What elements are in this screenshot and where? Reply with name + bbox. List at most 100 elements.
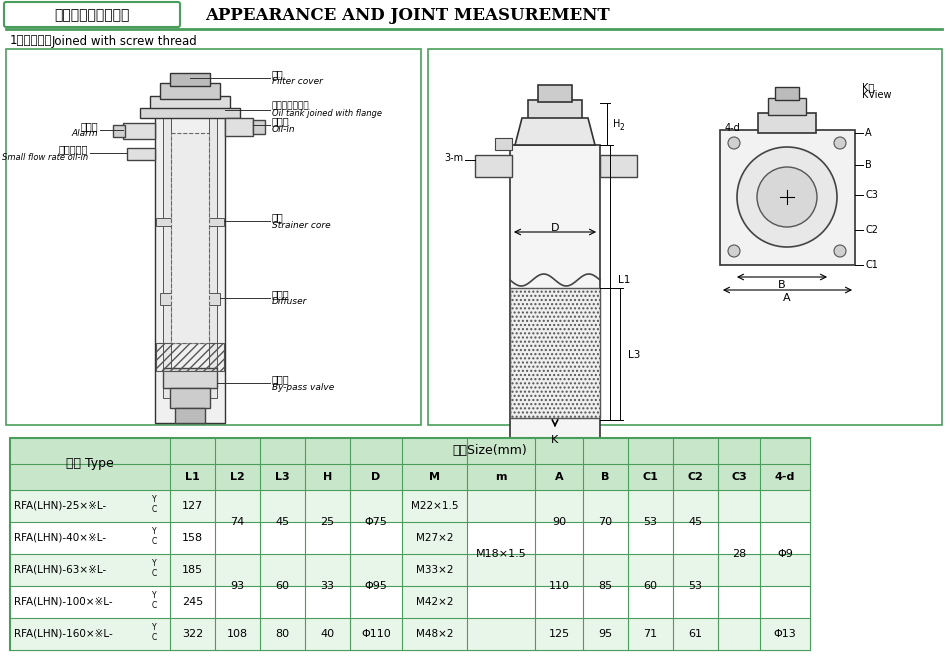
Bar	[402, 586, 467, 618]
Text: 61: 61	[689, 629, 702, 639]
Bar	[253, 120, 265, 134]
Text: Φ13: Φ13	[773, 629, 796, 639]
Text: 85: 85	[598, 581, 613, 591]
Text: 滤芯: 滤芯	[272, 212, 284, 222]
Text: Oil-in: Oil-in	[272, 124, 295, 134]
Bar	[775, 87, 799, 100]
Text: M18×1.5: M18×1.5	[476, 549, 526, 559]
Text: 158: 158	[182, 533, 203, 543]
Bar	[175, 408, 205, 423]
Bar	[160, 83, 220, 99]
Bar	[113, 125, 125, 137]
Text: 45: 45	[276, 517, 290, 527]
Text: 125: 125	[548, 629, 570, 639]
Text: Filter cover: Filter cover	[272, 77, 323, 87]
Text: RFA(LHN)-40×※L-: RFA(LHN)-40×※L-	[14, 533, 106, 543]
Text: C: C	[152, 569, 158, 579]
Text: 进油口: 进油口	[272, 116, 290, 126]
Circle shape	[834, 245, 846, 257]
Text: C: C	[152, 506, 158, 514]
Bar	[495, 138, 512, 150]
Bar	[402, 554, 467, 586]
Text: C: C	[152, 634, 158, 643]
Bar	[225, 118, 253, 136]
Bar	[127, 148, 155, 160]
Text: 3-m: 3-m	[444, 153, 463, 163]
Text: RFA(LHN)-100×※L-: RFA(LHN)-100×※L-	[14, 597, 113, 607]
Bar	[163, 368, 217, 388]
Text: C3: C3	[732, 472, 747, 482]
Text: M: M	[429, 472, 440, 482]
Text: C2: C2	[688, 472, 703, 482]
Text: M27×2: M27×2	[416, 533, 453, 543]
Text: B: B	[778, 280, 786, 290]
Text: K向: K向	[862, 82, 874, 92]
Text: 尺寸Size(mm): 尺寸Size(mm)	[452, 444, 527, 457]
Text: 1、螺纹连接: 1、螺纹连接	[10, 34, 52, 48]
Text: H: H	[613, 119, 620, 129]
Bar	[475, 155, 512, 177]
Bar	[10, 522, 810, 554]
Bar	[209, 118, 217, 398]
Bar	[510, 145, 600, 445]
Text: 4-d: 4-d	[775, 472, 795, 482]
Text: By-pass valve: By-pass valve	[272, 383, 334, 391]
Circle shape	[834, 137, 846, 149]
Text: 108: 108	[227, 629, 248, 639]
Bar	[538, 85, 572, 102]
Text: 245: 245	[181, 597, 203, 607]
Text: 4-d: 4-d	[725, 123, 741, 133]
Text: D: D	[551, 223, 560, 233]
Text: 185: 185	[182, 565, 203, 575]
Text: 53: 53	[643, 517, 657, 527]
Bar	[600, 155, 637, 177]
Text: Y: Y	[152, 528, 157, 536]
Text: D: D	[371, 472, 381, 482]
Bar	[428, 49, 942, 425]
Bar	[160, 293, 220, 305]
Text: C: C	[152, 602, 158, 610]
Bar	[10, 586, 810, 618]
Bar	[510, 288, 600, 418]
Text: 70: 70	[598, 517, 613, 527]
Text: 60: 60	[276, 581, 290, 591]
Text: RFA(LHN)-63×※L-: RFA(LHN)-63×※L-	[14, 565, 106, 575]
Circle shape	[728, 137, 740, 149]
Bar	[171, 133, 209, 343]
Text: 旁通阀: 旁通阀	[272, 374, 290, 384]
Text: Oil tank joined with flange: Oil tank joined with flange	[272, 109, 382, 118]
Text: 45: 45	[689, 517, 703, 527]
Bar	[155, 113, 225, 423]
Text: C1: C1	[865, 260, 878, 270]
Text: 33: 33	[320, 581, 334, 591]
Text: M22×1.5: M22×1.5	[410, 501, 458, 511]
Text: C3: C3	[865, 190, 878, 200]
Text: Φ95: Φ95	[365, 581, 388, 591]
Text: 滤盖: 滤盖	[272, 69, 284, 79]
Circle shape	[757, 167, 817, 227]
Circle shape	[728, 245, 740, 257]
Text: M42×2: M42×2	[416, 597, 453, 607]
Text: Y: Y	[152, 624, 157, 632]
Bar	[758, 113, 816, 133]
Bar	[170, 388, 210, 408]
Text: Alarm: Alarm	[71, 130, 98, 138]
Text: 40: 40	[320, 629, 334, 639]
Text: Joined with screw thread: Joined with screw thread	[52, 34, 198, 48]
Text: M33×2: M33×2	[416, 565, 453, 575]
Text: M48×2: M48×2	[416, 629, 453, 639]
Text: L1: L1	[618, 275, 631, 285]
Text: H: H	[323, 472, 332, 482]
Text: 80: 80	[276, 629, 290, 639]
Text: 322: 322	[181, 629, 203, 639]
Text: Φ9: Φ9	[777, 549, 793, 559]
Bar	[402, 618, 467, 650]
Text: A: A	[783, 293, 790, 303]
Text: L2: L2	[230, 472, 245, 482]
Bar	[10, 554, 810, 586]
Text: m: m	[495, 472, 506, 482]
Text: Φ75: Φ75	[365, 517, 388, 527]
FancyBboxPatch shape	[4, 2, 180, 27]
Text: Y: Y	[152, 592, 157, 600]
Text: L3: L3	[628, 350, 640, 360]
